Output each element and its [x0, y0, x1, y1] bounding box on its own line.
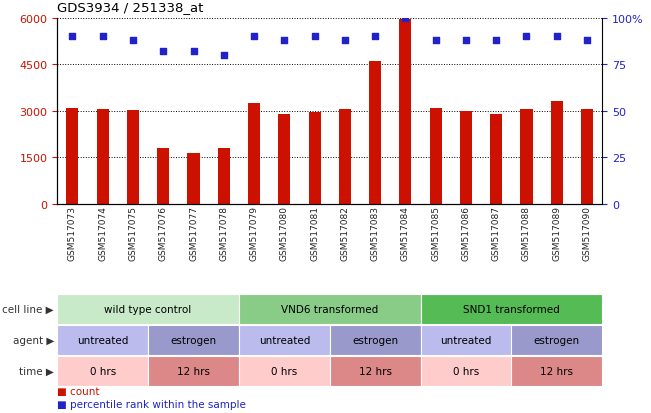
- Bar: [581, 110, 593, 204]
- Text: agent ▶: agent ▶: [12, 335, 54, 345]
- Point: [370, 34, 380, 40]
- Point: [551, 34, 562, 40]
- Point: [98, 34, 108, 40]
- Text: cell line ▶: cell line ▶: [3, 304, 54, 314]
- Point: [67, 34, 77, 40]
- Bar: [309, 113, 321, 204]
- Point: [309, 34, 320, 40]
- Bar: [339, 110, 351, 204]
- Point: [400, 15, 411, 22]
- Bar: [520, 110, 533, 204]
- Point: [340, 38, 350, 44]
- Bar: [430, 109, 442, 204]
- Bar: [248, 104, 260, 204]
- Text: 12 hrs: 12 hrs: [177, 366, 210, 376]
- Bar: [490, 114, 503, 204]
- Text: 0 hrs: 0 hrs: [271, 366, 298, 376]
- Bar: [96, 110, 109, 204]
- Point: [582, 38, 592, 44]
- Point: [188, 49, 199, 55]
- Point: [219, 52, 229, 59]
- Text: ■ percentile rank within the sample: ■ percentile rank within the sample: [57, 399, 246, 409]
- Text: VND6 transformed: VND6 transformed: [281, 304, 378, 314]
- Bar: [187, 153, 200, 204]
- Point: [461, 38, 471, 44]
- Bar: [551, 102, 563, 204]
- Point: [430, 38, 441, 44]
- Text: time ▶: time ▶: [19, 366, 54, 376]
- Point: [128, 38, 138, 44]
- Text: 12 hrs: 12 hrs: [359, 366, 392, 376]
- Point: [279, 38, 290, 44]
- Text: untreated: untreated: [77, 335, 128, 345]
- Bar: [66, 109, 79, 204]
- Text: 12 hrs: 12 hrs: [540, 366, 574, 376]
- Bar: [157, 149, 169, 204]
- Point: [249, 34, 259, 40]
- Bar: [217, 149, 230, 204]
- Bar: [399, 20, 411, 204]
- Point: [521, 34, 532, 40]
- Bar: [278, 114, 290, 204]
- Text: wild type control: wild type control: [104, 304, 192, 314]
- Text: ■ count: ■ count: [57, 386, 100, 396]
- Text: untreated: untreated: [440, 335, 492, 345]
- Text: GDS3934 / 251338_at: GDS3934 / 251338_at: [57, 2, 204, 14]
- Bar: [127, 111, 139, 204]
- Text: 0 hrs: 0 hrs: [453, 366, 479, 376]
- Text: untreated: untreated: [258, 335, 310, 345]
- Point: [491, 38, 501, 44]
- Bar: [460, 112, 472, 204]
- Text: 0 hrs: 0 hrs: [90, 366, 116, 376]
- Text: SND1 transformed: SND1 transformed: [463, 304, 560, 314]
- Text: estrogen: estrogen: [171, 335, 217, 345]
- Text: estrogen: estrogen: [352, 335, 398, 345]
- Point: [158, 49, 169, 55]
- Text: estrogen: estrogen: [534, 335, 580, 345]
- Bar: [369, 62, 381, 204]
